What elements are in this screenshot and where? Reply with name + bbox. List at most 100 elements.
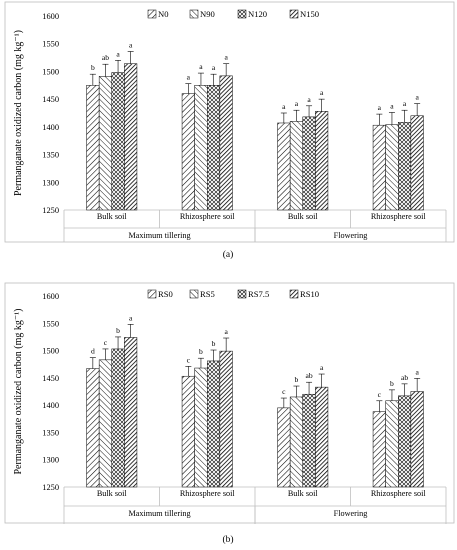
bar-n0: [86, 85, 100, 211]
significance-letter: c: [378, 390, 382, 399]
bar-n90: [194, 85, 208, 211]
bar-rs0: [86, 368, 100, 488]
bar-n0: [181, 93, 195, 211]
significance-letter: a: [320, 88, 324, 97]
significance-letter: a: [415, 367, 419, 376]
y-tick-label: 1400: [42, 123, 59, 132]
category-label: Rhizosphere soil: [180, 489, 236, 498]
bar-n120: [302, 116, 316, 211]
category-label: Bulk soil: [288, 212, 319, 221]
y-tick-label: 1250: [42, 206, 59, 215]
significance-letter: a: [187, 73, 191, 82]
bar-n150: [219, 75, 233, 211]
bar-rs10: [124, 337, 138, 488]
bar-n0: [372, 124, 386, 211]
legend-entry: N120: [248, 9, 267, 19]
y-tick-label: 1550: [42, 319, 59, 328]
significance-letter: c: [282, 387, 286, 396]
y-tick-label: 1300: [42, 456, 59, 465]
significance-letter: c: [104, 338, 108, 347]
significance-letter: a: [320, 363, 324, 372]
significance-letter: b: [91, 63, 95, 72]
bar-n150: [124, 63, 138, 211]
bar-rs7-5: [398, 395, 412, 488]
legend-swatch: [189, 289, 199, 299]
significance-letter: a: [212, 63, 216, 72]
group-label: Maximum tillering: [128, 509, 190, 518]
significance-letter: a: [307, 95, 311, 104]
panel-label: (a): [223, 249, 234, 260]
significance-letter: a: [129, 40, 133, 49]
y-tick-label: 1450: [42, 95, 59, 104]
bar-n150: [315, 111, 329, 211]
significance-letter: a: [116, 49, 120, 58]
chart-panel-2: 1250 1300 1350 1400 1450 1500 1550 1600 Permanga…: [4, 282, 455, 524]
significance-letter: a: [390, 101, 394, 110]
bar-rs5: [289, 396, 303, 488]
significance-letter: a: [403, 99, 407, 108]
significance-letter: a: [378, 103, 382, 112]
category-label: Rhizosphere soil: [180, 212, 236, 221]
bar-n90: [289, 121, 303, 211]
significance-letter: d: [91, 347, 95, 356]
legend-swatch: [147, 289, 157, 299]
y-tick-label: 1300: [42, 178, 59, 187]
bar-rs7-5: [302, 393, 316, 488]
category-label: Bulk soil: [97, 489, 128, 498]
category-label: Bulk soil: [97, 212, 128, 221]
y-tick-label: 1250: [42, 483, 59, 492]
bar-rs0: [277, 407, 291, 488]
significance-letter: a: [129, 313, 133, 322]
panel-label: (b): [222, 534, 233, 545]
bar-rs7-5: [111, 348, 125, 488]
significance-letter: b: [116, 326, 120, 335]
y-tick-label: 1500: [42, 67, 59, 76]
panel-frame: [4, 1, 455, 243]
significance-letter: a: [415, 93, 419, 102]
y-tick-label: 1350: [42, 151, 59, 160]
bar-n0: [277, 122, 291, 211]
y-tick-label: 1600: [42, 292, 59, 301]
y-tick-label: 1500: [42, 347, 59, 356]
bar-n120: [111, 72, 125, 211]
category-label: Bulk soil: [288, 489, 319, 498]
significance-letter: b: [390, 379, 394, 388]
legend-entry: RS10: [300, 289, 319, 299]
bar-n90: [385, 124, 399, 211]
significance-letter: ab: [401, 373, 408, 382]
legend-entry: RS5: [200, 289, 215, 299]
significance-letter: a: [295, 99, 299, 108]
y-axis-label: Permanganate oxidized carbon (mg kg⁻¹): [13, 309, 24, 475]
legend-swatch: [289, 289, 299, 299]
legend-entry: RS0: [158, 289, 173, 299]
legend: N0 N90 N120 N150: [147, 9, 319, 19]
bar-n90: [98, 76, 113, 211]
bar-rs5: [194, 367, 208, 488]
bar-n150: [410, 115, 424, 211]
group-label: Flowering: [334, 509, 368, 518]
category-label: Rhizosphere soil: [371, 212, 427, 221]
legend-entry: RS7.5: [248, 289, 269, 299]
bar-rs5: [385, 400, 399, 488]
significance-letter: a: [224, 327, 228, 336]
significance-letter: a: [224, 53, 228, 62]
y-tick-label: 1600: [42, 12, 59, 21]
legend: RS0 RS5 RS7.5 RS10: [147, 289, 319, 299]
bar-n120: [398, 122, 412, 211]
bar-rs0: [372, 411, 386, 488]
y-axis-label: Permanganate oxidized carbon (mg kg⁻¹): [13, 30, 24, 196]
y-tick-label: 1400: [42, 401, 59, 410]
significance-letter: a: [199, 62, 203, 71]
legend-swatch: [237, 9, 247, 19]
legend-swatch: [147, 9, 157, 19]
significance-letter: ab: [305, 371, 312, 380]
legend-swatch: [189, 9, 199, 19]
bar-n120: [207, 85, 221, 211]
legend-entry: N150: [300, 9, 319, 19]
bar-rs5: [98, 359, 113, 488]
significance-letter: c: [187, 355, 191, 364]
bar-rs10: [410, 391, 424, 488]
legend-swatch: [289, 9, 299, 19]
y-tick-label: 1550: [42, 40, 59, 49]
